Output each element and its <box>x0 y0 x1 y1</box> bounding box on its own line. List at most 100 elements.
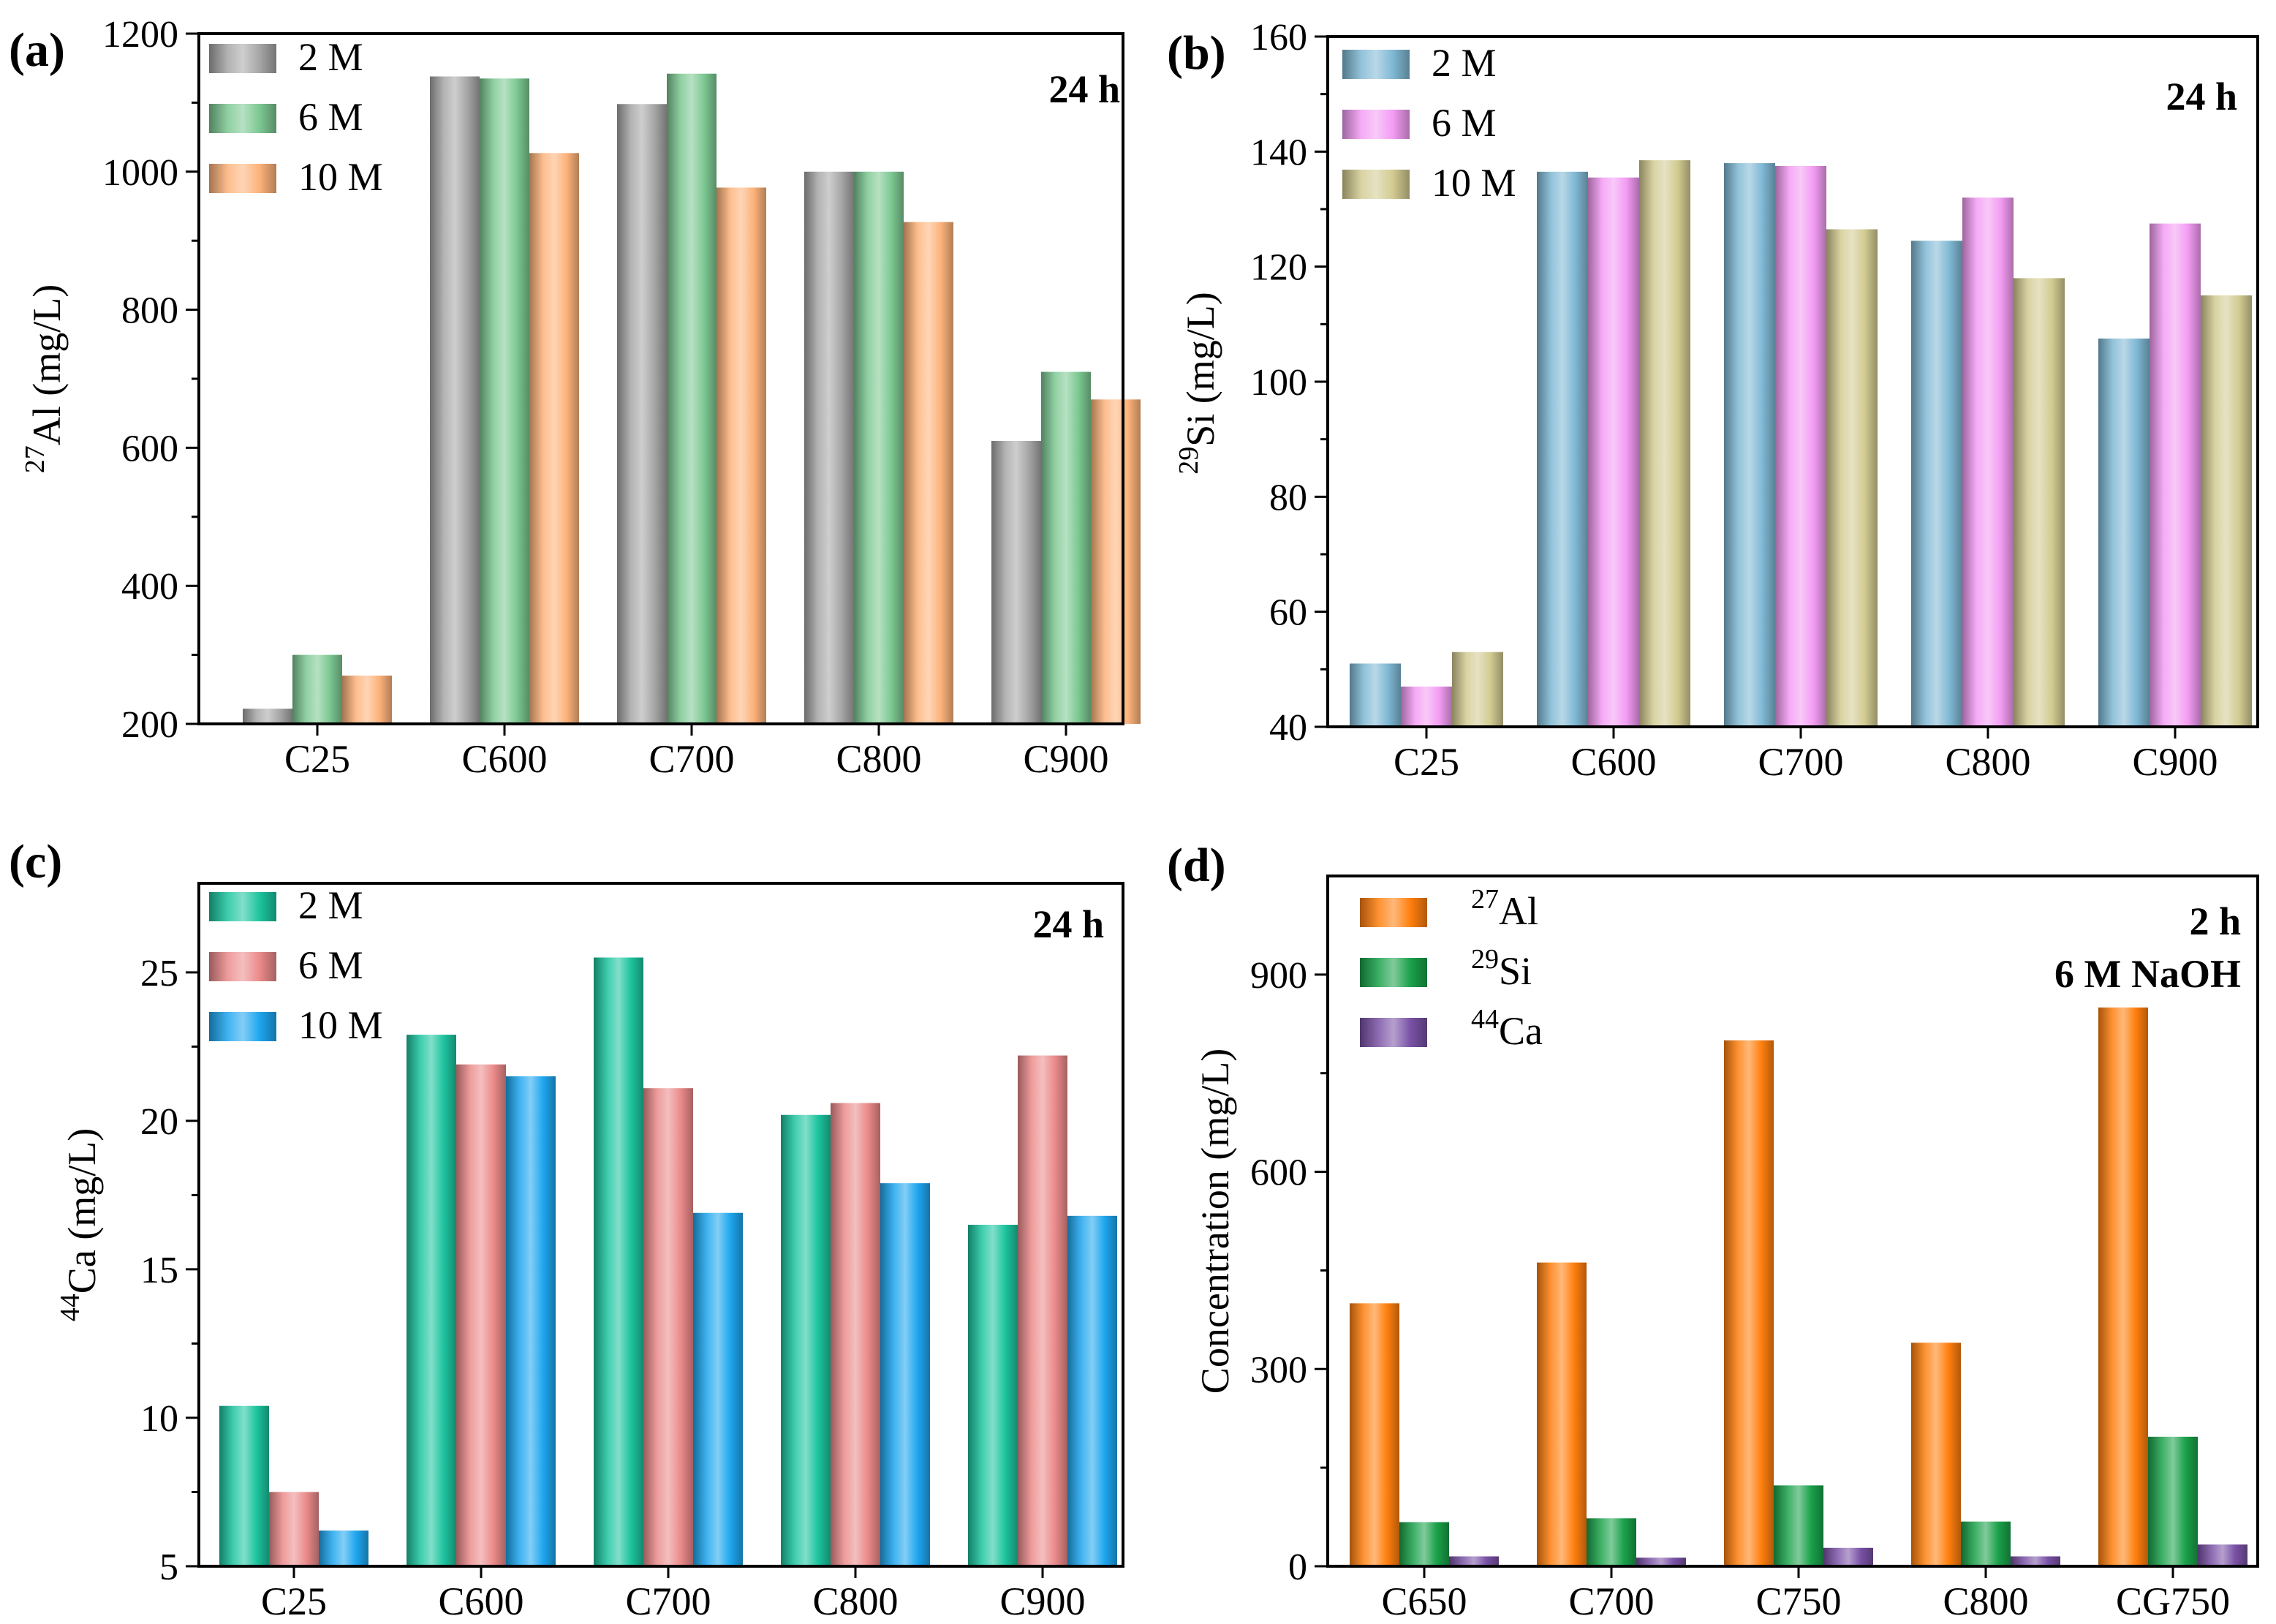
xtick-label-d-C750: C750 <box>1755 1579 1841 1623</box>
legend-label-a-2: 10 M <box>298 155 383 199</box>
annotation-a: 24 h <box>1048 67 1120 111</box>
ytick-label-c-10: 10 <box>140 1398 178 1440</box>
legend-swatch-c-0 <box>209 892 276 921</box>
ytick-label-a-200: 200 <box>121 704 178 746</box>
bar-b-10M-C700 <box>1826 229 1878 727</box>
axes-frame-d <box>1326 875 2259 1568</box>
legend-label-a-1: 6 M <box>298 95 363 139</box>
legend-label-b-0: 2 M <box>1432 41 1497 85</box>
ytick-label-a-1000: 1000 <box>102 152 178 194</box>
axes-frame-c <box>197 882 1124 1568</box>
ytick-label-a-800: 800 <box>121 290 178 332</box>
ylabel-d: Concentration (mg/L) <box>1193 1049 1237 1394</box>
legend-swatch-d-0 <box>1360 898 1427 927</box>
xtick-label-d-C700: C700 <box>1568 1579 1654 1623</box>
legend-swatch-b-2 <box>1342 170 1410 199</box>
ytick-label-b-160: 160 <box>1250 17 1307 58</box>
bar-a-6M-C25 <box>292 654 342 724</box>
bar-d-Al-C800 <box>1911 1342 1961 1566</box>
bar-d-Si-C750 <box>1774 1485 1823 1566</box>
xtick-label-c-C700: C700 <box>625 1579 711 1623</box>
bar-c-6M-C800 <box>831 1103 880 1566</box>
bar-d-Ca-C650 <box>1449 1556 1499 1566</box>
legend-swatch-a-0 <box>209 44 276 73</box>
xtick-label-c-C800: C800 <box>812 1579 898 1623</box>
bar-a-6M-C600 <box>480 78 529 725</box>
panel-a: C25 C600 C700 C800 C900 200 400 600 800 1000 1200 2… <box>9 14 1141 781</box>
bar-d-Al-C750 <box>1724 1040 1774 1566</box>
bar-d-Si-CG750 <box>2148 1436 2198 1566</box>
bar-b-10M-C900 <box>2201 295 2252 727</box>
bar-a-10M-C25 <box>342 675 392 724</box>
bar-b-2M-C700 <box>1724 163 1775 728</box>
bar-c-2M-C900 <box>968 1225 1018 1566</box>
ytick-label-d-900: 900 <box>1250 955 1307 997</box>
bar-d-Ca-CG750 <box>2198 1544 2247 1566</box>
bar-a-2M-C600 <box>430 76 480 724</box>
bar-c-6M-C700 <box>643 1088 693 1566</box>
bar-a-2M-C800 <box>804 171 854 725</box>
bar-a-10M-C600 <box>529 153 579 724</box>
ytick-label-b-80: 80 <box>1269 477 1307 518</box>
legend-swatch-c-1 <box>209 952 276 981</box>
legend-swatch-a-2 <box>209 164 276 193</box>
xtick-label-b-C600: C600 <box>1570 740 1656 784</box>
bar-c-10M-C900 <box>1067 1215 1117 1566</box>
legend-label-c-2: 10 M <box>298 1003 383 1047</box>
ytick-label-b-60: 60 <box>1269 592 1307 634</box>
bar-a-6M-C900 <box>1041 371 1091 724</box>
bar-a-10M-C900 <box>1091 399 1141 724</box>
bar-c-2M-C800 <box>781 1114 831 1566</box>
bar-d-Al-CG750 <box>2098 1007 2148 1566</box>
bar-b-10M-C25 <box>1452 652 1503 727</box>
legend-swatch-b-0 <box>1342 50 1410 79</box>
annotation-2-d: 6 M NaOH <box>2054 952 2241 996</box>
bar-b-2M-C800 <box>1911 241 1962 727</box>
xtick-label-d-C800: C800 <box>1943 1579 2028 1623</box>
bar-a-6M-C700 <box>667 73 717 724</box>
legend-label-b-1: 6 M <box>1432 101 1497 145</box>
ytick-label-d-0: 0 <box>1288 1546 1307 1588</box>
bar-d-Ca-C800 <box>2011 1556 2060 1566</box>
legend-swatch-a-1 <box>209 104 276 133</box>
xtick-label-b-C800: C800 <box>1945 740 2030 784</box>
xtick-label-a-C25: C25 <box>284 737 350 781</box>
xtick-label-b-C25: C25 <box>1394 740 1459 784</box>
bar-b-6M-C600 <box>1588 177 1639 727</box>
xtick-label-b-C700: C700 <box>1758 740 1843 784</box>
panel-label-c: (c) <box>9 835 62 888</box>
bar-c-2M-C25 <box>219 1405 269 1566</box>
bar-d-Si-C800 <box>1961 1521 2011 1566</box>
xtick-label-a-C600: C600 <box>461 737 547 781</box>
bar-a-2M-C25 <box>243 709 292 724</box>
legend-label-c-1: 6 M <box>298 943 363 987</box>
ylabel-a: 27Al (mg/L) <box>20 284 69 473</box>
panel-label-a: (a) <box>9 23 65 77</box>
ytick-label-a-400: 400 <box>121 566 178 608</box>
annotation-b: 24 h <box>2166 75 2237 118</box>
bar-c-2M-C700 <box>594 957 643 1566</box>
panel-d: C650 C700 C750 C800 CG750 0 300 600 900 Concentra… <box>1167 839 2259 1623</box>
xtick-label-a-C900: C900 <box>1023 737 1108 781</box>
bar-b-6M-C25 <box>1401 686 1452 727</box>
ytick-label-b-140: 140 <box>1250 132 1307 173</box>
bar-b-10M-C600 <box>1639 160 1690 728</box>
bar-d-Al-C700 <box>1537 1262 1587 1566</box>
bar-c-6M-C900 <box>1018 1055 1067 1566</box>
annotation-d: 2 h <box>2189 899 2241 943</box>
legend-swatch-c-2 <box>209 1012 276 1041</box>
bar-b-6M-C700 <box>1775 166 1826 727</box>
bar-d-Ca-C700 <box>1636 1557 1686 1566</box>
bar-d-Si-C650 <box>1399 1522 1449 1566</box>
legend-label-d-0: 27Al <box>1471 884 1538 933</box>
bar-c-6M-C25 <box>269 1492 319 1566</box>
ytick-label-a-1200: 1200 <box>102 14 178 56</box>
bar-a-10M-C700 <box>717 187 766 725</box>
xtick-label-c-C900: C900 <box>999 1579 1085 1623</box>
ytick-label-b-40: 40 <box>1269 707 1307 749</box>
legend-label-a-0: 2 M <box>298 35 363 79</box>
legend-swatch-d-2 <box>1360 1018 1427 1047</box>
ytick-label-c-15: 15 <box>140 1250 178 1291</box>
ylabel-b: 29Si (mg/L) <box>1173 292 1222 475</box>
